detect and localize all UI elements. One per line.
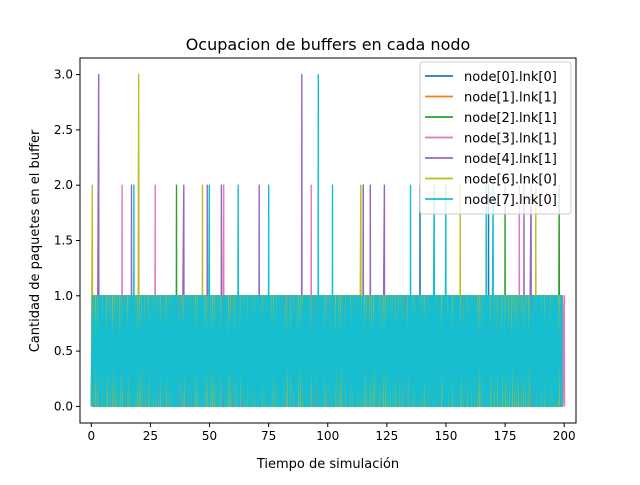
y-tick-label: 1.5 bbox=[54, 234, 73, 248]
legend-box bbox=[419, 61, 572, 215]
x-axis-ticks: 0 25 50 75 100 125 150 175 200 bbox=[88, 423, 576, 443]
y-tick-label: 2.5 bbox=[54, 123, 73, 137]
x-tick-label: 75 bbox=[261, 429, 276, 443]
x-tick-label: 200 bbox=[553, 429, 576, 443]
legend-label: node[4].lnk[1] bbox=[464, 152, 557, 167]
y-tick-label: 2.0 bbox=[54, 178, 73, 192]
y-tick-label: 0.5 bbox=[54, 344, 73, 358]
y-axis-ticks: 0.0 0.5 1.0 1.5 2.0 2.5 3.0 bbox=[54, 68, 80, 413]
x-tick-label: 50 bbox=[202, 429, 217, 443]
legend-label: node[1].lnk[1] bbox=[464, 91, 557, 106]
legend: node[0].lnk[0] node[1].lnk[1] node[2].lnk[… bbox=[419, 61, 572, 215]
legend-label: node[7].lnk[0] bbox=[464, 193, 557, 208]
y-axis-label: Cantidad de paquetes en el buffer bbox=[28, 129, 43, 352]
legend-label: node[6].lnk[0] bbox=[464, 173, 557, 188]
x-axis-label: Tiempo de simulación bbox=[256, 457, 399, 472]
axes: 0 25 50 75 100 125 150 175 200 0.0 0.5 1.0 1.5 2.0 2.… bbox=[54, 57, 577, 443]
legend-label: node[0].lnk[0] bbox=[464, 70, 557, 85]
chart-title: Ocupacion de buffers en cada nodo bbox=[186, 35, 471, 54]
series-line-6 bbox=[90, 73, 563, 408]
legend-label: node[3].lnk[1] bbox=[464, 132, 557, 147]
y-tick-label: 3.0 bbox=[54, 68, 73, 82]
x-tick-label: 25 bbox=[143, 429, 158, 443]
y-tick-label: 1.0 bbox=[54, 289, 73, 303]
series-line-5 bbox=[90, 73, 561, 408]
x-tick-label: 175 bbox=[494, 429, 517, 443]
x-tick-label: 150 bbox=[435, 429, 458, 443]
x-tick-label: 0 bbox=[88, 429, 96, 443]
x-tick-label: 100 bbox=[316, 429, 339, 443]
y-tick-label: 0.0 bbox=[54, 399, 73, 413]
legend-items: node[0].lnk[0] node[1].lnk[1] node[2].lnk[… bbox=[425, 70, 557, 208]
x-tick-label: 125 bbox=[375, 429, 398, 443]
legend-label: node[2].lnk[1] bbox=[464, 111, 557, 126]
